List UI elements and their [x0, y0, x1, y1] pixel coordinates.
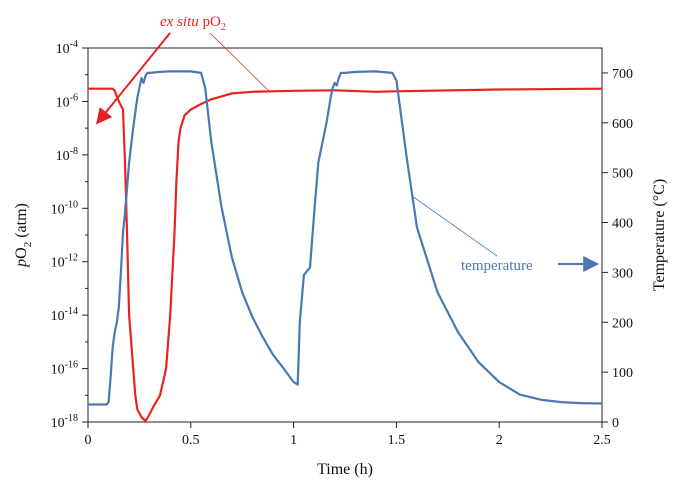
annotation-plain: pO: [199, 14, 221, 30]
y-left-tick-label: 10-12: [51, 253, 78, 271]
tick-base: 10: [56, 149, 70, 164]
series-temperature: [88, 70, 603, 406]
annotation-leader-red: [209, 32, 271, 93]
annotations: ex situ pO2 temperature: [95, 14, 600, 274]
annotation-arrow-red: [95, 32, 171, 125]
y-right-tick-label: 200: [612, 316, 633, 331]
tick-base: 10: [51, 416, 65, 431]
tick-exponent: -4: [70, 39, 78, 50]
y-left-tick-label: 10-6: [56, 92, 78, 110]
y-left-tick-label: 10-10: [51, 199, 78, 217]
plot-area: [87, 47, 603, 423]
y-right-tick-label: 500: [612, 167, 633, 182]
x-tick-label: 1: [290, 433, 297, 448]
tick-exponent: -18: [65, 413, 78, 424]
tick-exponent: -8: [70, 146, 78, 157]
tick-base: 10: [51, 256, 65, 271]
series-ex-situ-po2: [88, 87, 603, 423]
label-main: O: [13, 247, 30, 259]
y-right-tick-label: 700: [612, 67, 633, 82]
plot-frame: [87, 47, 603, 423]
series-line-temperature: [88, 70, 603, 406]
y-left-tick-label: 10-18: [51, 413, 78, 431]
y-left-tick-label: 10-16: [51, 360, 78, 378]
y-left-axis-label: pO2 (atm): [13, 203, 34, 268]
tick-base: 10: [51, 202, 65, 217]
tick-exponent: -14: [65, 306, 78, 317]
y-right-tick-label: 100: [612, 366, 633, 381]
annotation-leader-blue: [411, 195, 498, 257]
y-left-tick-label: 10-14: [51, 306, 78, 324]
annotation-italic: ex situ: [160, 14, 199, 30]
label-prefix: p: [13, 259, 30, 268]
x-axis-label: Time (h): [317, 461, 373, 478]
x-tick-label: 2: [496, 433, 503, 448]
x-tick-label: 1.5: [388, 433, 406, 448]
annotation-ex-situ-po2: ex situ pO2: [160, 14, 226, 33]
x-tick-label: 0.5: [182, 433, 200, 448]
y-right-tick-label: 0: [612, 416, 619, 431]
series-line-ex-situ-po2: [88, 87, 603, 423]
tick-base: 10: [56, 95, 70, 110]
x-tick-label: 2.5: [593, 433, 611, 448]
tick-base: 10: [56, 42, 70, 57]
tick-exponent: -12: [65, 253, 78, 264]
y-right-axis-label: Temperature (°C): [651, 179, 668, 291]
x-tick-label: 0: [85, 433, 92, 448]
y-right-tick-label: 600: [612, 117, 633, 132]
y-left-tick-label: 10-4: [56, 39, 78, 57]
label-subscript: 2: [22, 242, 34, 248]
label-suffix: (atm): [13, 203, 30, 242]
tick-base: 10: [51, 309, 65, 324]
tick-base: 10: [51, 363, 65, 378]
axes: 0 0.5 1 1.5 2 2.510-1810-1610-1410-1210-1010-…: [13, 39, 668, 478]
y-left-tick-label: 10-8: [56, 146, 78, 164]
y-right-tick-label: 400: [612, 217, 633, 232]
tick-exponent: -16: [65, 360, 78, 371]
y-right-tick-label: 300: [612, 266, 633, 281]
annotation-subscript: 2: [221, 22, 226, 33]
tick-exponent: -10: [65, 199, 78, 210]
tick-exponent: -6: [70, 92, 78, 103]
annotation-temperature: temperature: [461, 258, 533, 274]
